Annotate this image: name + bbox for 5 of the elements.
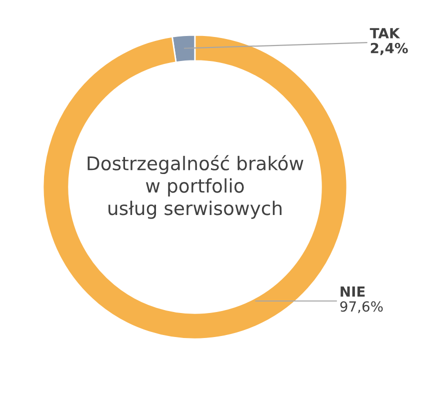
data-label: 97,6% xyxy=(340,301,383,314)
data-label: 2,4% xyxy=(370,42,408,56)
slice-label: TAK xyxy=(370,28,400,38)
slice-label: NIE xyxy=(340,286,365,297)
text: Dostrzegalność braków w portfolio usług serwisowych xyxy=(88,155,304,219)
